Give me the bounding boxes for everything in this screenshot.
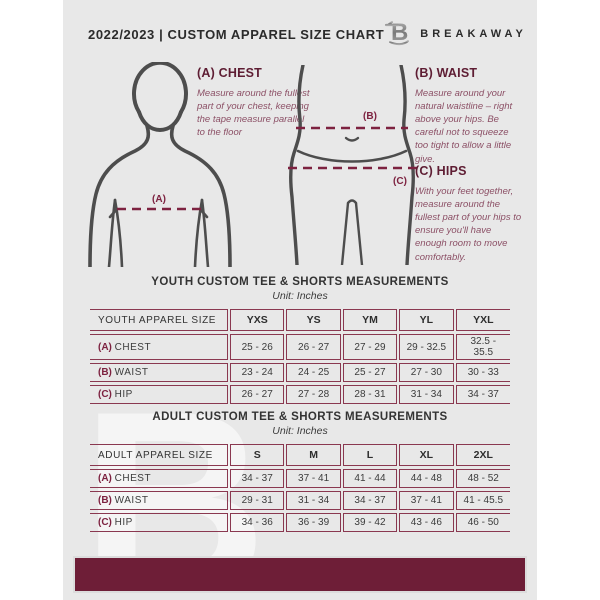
hips-description: With your feet together, measure around …	[415, 186, 522, 263]
chest-measure-block: (A) CHEST Measure around the fullest par…	[197, 66, 311, 139]
table-row: (C) HIP 34 - 36 36 - 39 39 - 42 43 - 46 …	[90, 513, 510, 532]
table-row: (A) CHEST 34 - 37 37 - 41 41 - 44 44 - 4…	[90, 469, 510, 488]
cell-value: 27 - 28	[286, 385, 341, 404]
table-row: (A) CHEST 25 - 26 26 - 27 27 - 29 29 - 3…	[90, 334, 510, 360]
cell-value: 39 - 42	[342, 513, 398, 532]
waist-heading: (B) WAIST	[415, 66, 478, 80]
chest-tag-label: (A)	[152, 194, 166, 205]
youth-size-label: YOUTH APPAREL SIZE	[90, 309, 228, 331]
brand-name: BREAKAWAY	[420, 28, 527, 40]
row-prefix: (B)	[98, 367, 112, 378]
size-header: YXS	[230, 309, 285, 331]
hips-tag-label: (C)	[393, 176, 407, 187]
row-prefix: (A)	[98, 473, 112, 484]
row-label: (B) WAIST	[90, 363, 228, 382]
cell-value: 27 - 30	[399, 363, 454, 382]
adult-table-title: ADULT CUSTOM TEE & SHORTS MEASUREMENTS	[152, 411, 448, 423]
table-row: (B) WAIST 29 - 31 31 - 34 34 - 37 37 - 4…	[90, 491, 510, 510]
hips-figure: (B) (C)	[288, 65, 418, 265]
cell-value: 28 - 31	[342, 385, 398, 404]
header: 2022/2023 | CUSTOM APPAREL SIZE CHART B	[88, 18, 523, 50]
cell-value: 43 - 46	[399, 513, 454, 532]
size-header: YS	[286, 309, 341, 331]
cell-value: 34 - 37	[455, 385, 510, 404]
adult-size-label: ADULT APPAREL SIZE	[90, 444, 228, 466]
cell-value: 48 - 52	[455, 469, 510, 488]
page-title: 2022/2023 | CUSTOM APPAREL SIZE CHART	[88, 26, 385, 42]
cell-value: 31 - 34	[399, 385, 454, 404]
cell-value: 26 - 27	[286, 334, 341, 360]
cell-value: 24 - 25	[286, 363, 341, 382]
adult-table-unit: Unit: Inches	[272, 425, 328, 437]
table-row: (B) WAIST 23 - 24 24 - 25 25 - 27 27 - 3…	[90, 363, 510, 382]
adult-size-table: ADULT APPAREL SIZE S M L XL 2XL (A) CHES…	[88, 441, 512, 535]
cell-value: 44 - 48	[399, 469, 454, 488]
cell-value: 26 - 27	[230, 385, 285, 404]
cell-value: 25 - 27	[342, 363, 398, 382]
cell-value: 25 - 26	[230, 334, 285, 360]
cell-value: 37 - 41	[286, 469, 341, 488]
size-header: M	[286, 444, 341, 466]
row-prefix: (B)	[98, 495, 112, 506]
cell-value: 41 - 44	[342, 469, 398, 488]
footer-accent-bar	[73, 556, 527, 593]
size-header: XL	[399, 444, 454, 466]
cell-value: 29 - 32.5	[399, 334, 454, 360]
adult-table-title-block: ADULT CUSTOM TEE & SHORTS MEASUREMENTS U…	[63, 411, 537, 437]
row-prefix: (A)	[98, 341, 112, 353]
hips-heading: (C) HIPS	[415, 164, 467, 178]
measurement-diagram: (A) (A) CHEST Measure around the fullest…	[63, 60, 537, 272]
brand-lockup: B BREAKAWAY	[384, 18, 527, 51]
chest-description: Measure around the fullest part of your …	[197, 88, 310, 139]
row-label: (C) HIP	[90, 385, 228, 404]
torso-figure: (A)	[88, 62, 232, 267]
youth-table-unit: Unit: Inches	[272, 290, 328, 302]
row-label: (A) CHEST	[90, 469, 228, 488]
youth-size-table: YOUTH APPAREL SIZE YXS YS YM YL YXL (A) …	[88, 306, 512, 407]
size-header: YL	[399, 309, 454, 331]
size-header: L	[342, 444, 398, 466]
row-label: (C) HIP	[90, 513, 228, 532]
size-header: YM	[342, 309, 398, 331]
youth-table-title-block: YOUTH CUSTOM TEE & SHORTS MEASUREMENTS U…	[63, 276, 537, 302]
row-label: (A) CHEST	[90, 334, 228, 360]
cell-value: 46 - 50	[455, 513, 510, 532]
row-label: (B) WAIST	[90, 491, 228, 510]
cell-value: 36 - 39	[286, 513, 341, 532]
cell-value: 27 - 29	[342, 334, 398, 360]
cell-value: 23 - 24	[230, 363, 285, 382]
cell-value: 34 - 36	[230, 513, 285, 532]
adult-header-row: ADULT APPAREL SIZE S M L XL 2XL	[90, 444, 510, 466]
waist-description: Measure around your natural waistline – …	[415, 88, 513, 165]
cell-value: 31 - 34	[286, 491, 341, 510]
waist-tag-label: (B)	[363, 111, 377, 122]
size-header: S	[230, 444, 285, 466]
cell-value: 34 - 37	[342, 491, 398, 510]
breakaway-logo-icon: B	[384, 18, 414, 51]
size-header: 2XL	[455, 444, 510, 466]
cell-value: 29 - 31	[230, 491, 285, 510]
size-header: YXL	[455, 309, 510, 331]
row-prefix: (C)	[98, 389, 112, 400]
youth-table-title: YOUTH CUSTOM TEE & SHORTS MEASUREMENTS	[151, 276, 449, 288]
cell-value: 32.5 - 35.5	[455, 334, 510, 360]
hips-measure-block: (C) HIPS With your feet together, measur…	[415, 164, 525, 264]
poster-content: 2022/2023 | CUSTOM APPAREL SIZE CHART B	[63, 0, 537, 600]
table-row: (C) HIP 26 - 27 27 - 28 28 - 31 31 - 34 …	[90, 385, 510, 404]
row-prefix: (C)	[98, 517, 112, 528]
youth-header-row: YOUTH APPAREL SIZE YXS YS YM YL YXL	[90, 309, 510, 331]
chest-heading: (A) CHEST	[197, 66, 262, 80]
cell-value: 30 - 33	[455, 363, 510, 382]
waist-measure-block: (B) WAIST Measure around your natural wa…	[415, 66, 521, 166]
cell-value: 34 - 37	[230, 469, 285, 488]
cell-value: 37 - 41	[399, 491, 454, 510]
cell-value: 41 - 45.5	[455, 491, 510, 510]
